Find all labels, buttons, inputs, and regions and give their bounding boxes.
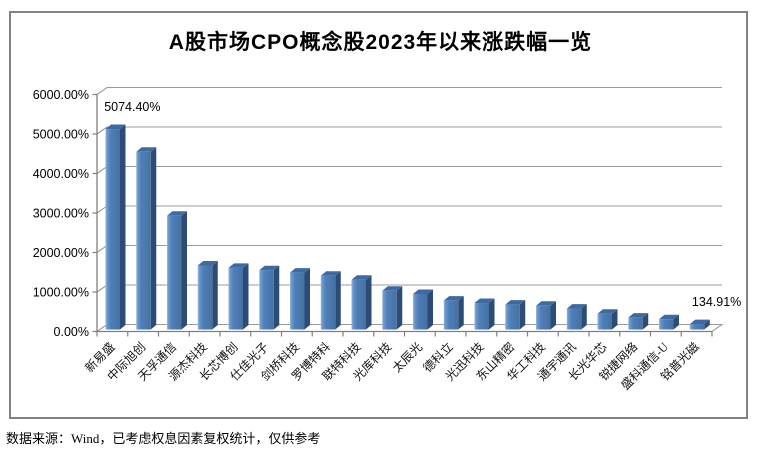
gridline [96,205,722,214]
bar-top-face [351,275,372,280]
gridline [96,244,722,253]
bar-side-face [704,319,710,330]
bar-side-face [642,313,649,330]
bar-side-face [612,309,618,330]
data-label: 134.91% [692,295,741,309]
bar-side-face [550,301,556,330]
bar-top-face [536,301,556,306]
chart-title: A股市场CPO概念股2023年以来涨跌幅一览 [168,31,593,54]
bar-top-face [659,314,679,320]
bar-top-face [228,263,249,268]
y-axis-label: 6000.00% [33,88,89,102]
bar [474,303,489,330]
bar [628,317,643,330]
gridline [96,284,722,293]
bar-side-face [489,298,495,330]
bar-side-face [120,124,126,330]
chart-frame [9,11,748,419]
bar-side-face [304,268,310,330]
bar-side-face [427,289,433,330]
gridline [96,165,722,174]
y-axis-label: 2000.00% [33,246,89,260]
bar-side-face [673,314,679,330]
bar [689,324,705,330]
y-axis-label: 3000.00% [33,207,89,221]
bar [597,313,612,330]
bar-top-face [259,265,280,271]
bar [167,215,182,330]
bar [290,272,305,330]
bar-side-face [335,271,341,330]
bar [197,265,213,330]
bar [382,290,397,330]
bar-top-face [597,309,618,314]
y-axis-label: 4000.00% [33,167,89,181]
gridline [96,86,722,95]
bar-top-face [320,271,341,276]
bar-side-face [396,286,403,330]
bar-top-face [105,124,126,130]
bar [105,129,120,330]
y-axis-label: 0.00% [54,325,89,339]
bar-top-face [566,304,587,309]
bar-side-face [581,304,587,330]
y-axis-label: 1000.00% [33,286,89,300]
bar [505,304,520,330]
bar-top-face [474,298,495,304]
bar-top-face [628,313,649,318]
bar [228,267,243,330]
bar-side-face [273,265,280,330]
source-note: 数据来源：Wind，已考虑权息因素复权统计，仅供参考 [6,431,321,446]
bar-side-face [243,263,249,330]
bar [351,279,366,330]
bar [136,151,151,330]
bar-top-face [290,268,310,273]
bar-top-face [136,147,157,152]
bar-side-face [458,296,464,330]
bar [259,270,274,330]
bar-top-face [443,296,464,301]
bar-top-face [197,261,218,266]
bar [536,305,551,330]
x-axis-label: 太辰光 [389,339,425,375]
bar-side-face [366,275,372,330]
bar-side-face [181,211,187,330]
bar-top-face [413,289,433,294]
gridline [96,126,722,135]
bar [659,319,674,330]
bar-side-face [212,261,218,330]
bar [566,308,582,330]
bar-top-face [505,300,526,305]
bar [320,275,336,330]
bar-side-face [150,147,157,330]
bar [413,293,428,330]
y-axis-label: 5000.00% [33,128,89,142]
bar-top-face [382,286,403,291]
data-label: 5074.40% [104,100,160,114]
bar [443,300,459,330]
bar-side-face [519,300,526,330]
bar-top-face [689,319,710,325]
bar-top-face [167,211,187,216]
